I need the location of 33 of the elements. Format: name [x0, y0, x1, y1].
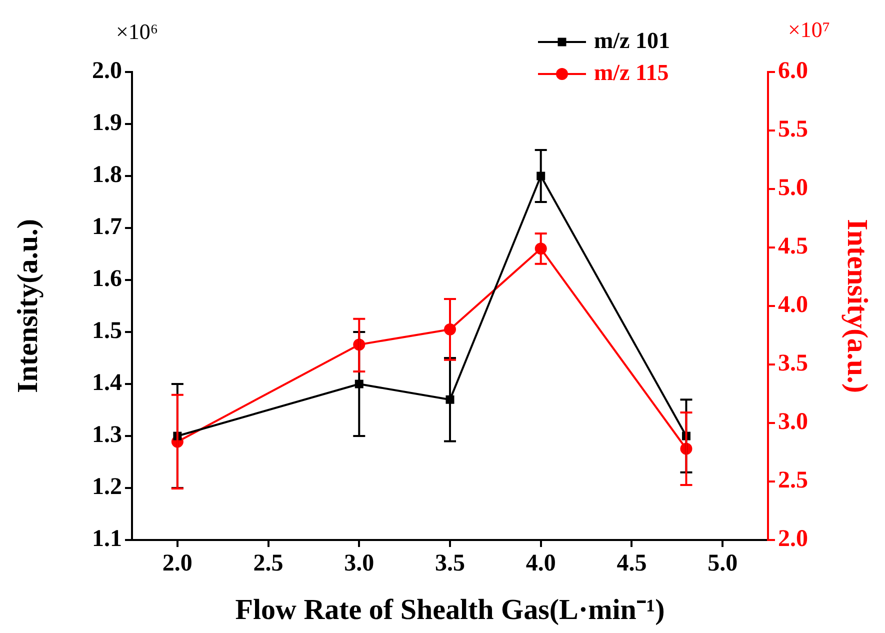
x-tick-label: 3.5 — [435, 550, 465, 577]
y2-tick-label: 5.5 — [778, 116, 808, 143]
x-axis-title: Flow Rate of Shealth Gas(L·min⁻¹) — [235, 594, 665, 626]
y2-tick-label: 4.0 — [778, 292, 808, 318]
y2-tick-label: 6.0 — [778, 58, 808, 84]
y-tick-label: 1.9 — [92, 110, 122, 136]
y-tick-label: 1.4 — [92, 370, 122, 396]
y2-tick-label: 3.5 — [778, 350, 808, 377]
y-tick-label: 1.5 — [92, 318, 122, 344]
x-tick-label: 2.5 — [253, 550, 284, 577]
text: ×10⁷ — [788, 16, 830, 42]
y-tick-label: 1.7 — [92, 214, 122, 240]
text: ×10⁶ — [116, 18, 158, 44]
y2-tick-label: 2.0 — [778, 526, 808, 552]
y-tick-label: 1.3 — [92, 422, 122, 448]
x-tick-label: 2.0 — [162, 550, 192, 577]
y-tick-label: 1.2 — [92, 474, 122, 500]
y2-tick-label: 4.5 — [778, 234, 808, 260]
y2-axis-title: Intensity(a.u.) — [841, 218, 874, 394]
y-tick-label: 1.1 — [92, 526, 122, 552]
x-tick-label: 4.5 — [616, 550, 647, 577]
y-tick-label: 1.6 — [92, 266, 122, 292]
x-tick-label: 5.0 — [708, 550, 738, 577]
y-tick-label: 1.8 — [92, 162, 122, 188]
legend-label: m/z 101 — [594, 28, 670, 53]
x-tick-label: 3.0 — [344, 550, 374, 577]
y2-tick-label: 2.5 — [778, 468, 808, 494]
y2-tick-label: 3.0 — [778, 409, 808, 436]
legend-label: m/z 115 — [594, 60, 669, 85]
x-tick-label: 4.0 — [526, 550, 556, 577]
y-tick-label: 2.0 — [92, 58, 122, 84]
y-axis-title: Intensity(a.u.) — [12, 218, 44, 394]
y2-tick-label: 5.0 — [778, 175, 808, 202]
